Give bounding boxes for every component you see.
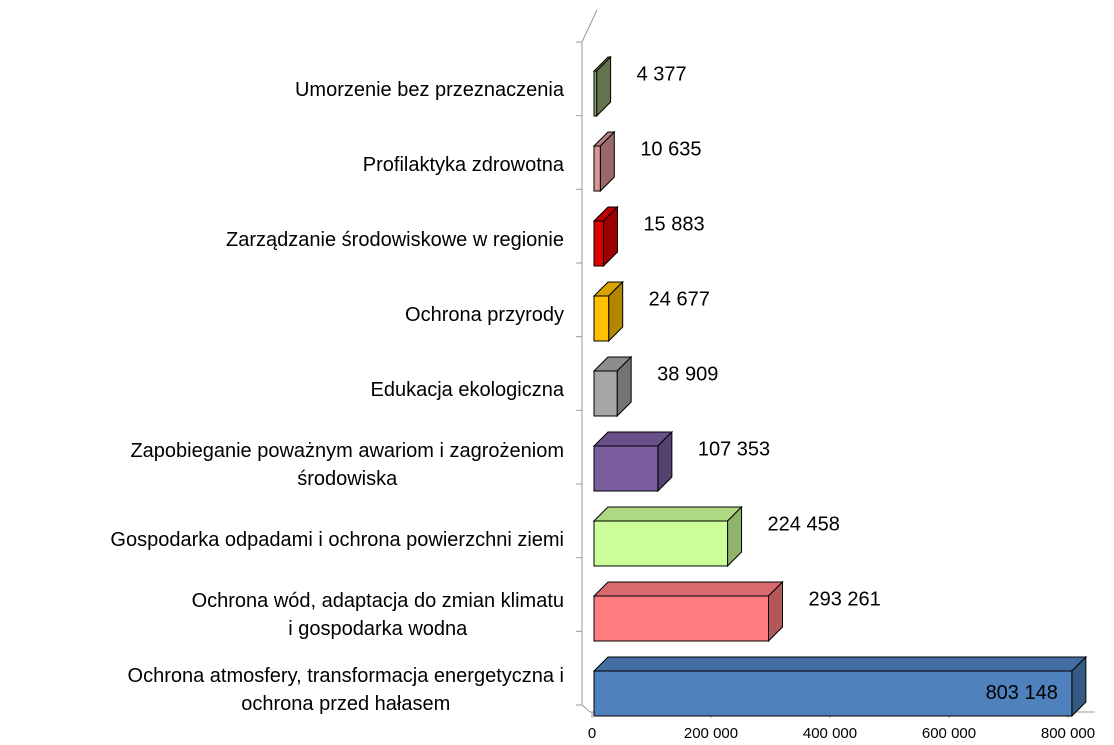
category-label: Gospodarka odpadami i ochrona powierzchn…	[110, 528, 564, 551]
category-label: Ochrona wód, adaptacja do zmian klimatu …	[191, 589, 564, 640]
x-tick-label: 0	[588, 725, 596, 742]
bar-top	[592, 506, 743, 522]
bar-front	[593, 445, 659, 492]
wall-line	[581, 704, 591, 713]
bar-front	[593, 595, 769, 642]
wall-line	[581, 9, 598, 43]
bar	[592, 355, 633, 418]
value-label: 107 353	[698, 438, 770, 460]
bar-front	[593, 520, 729, 567]
category-label: Umorzenie bez przeznaczenia	[294, 78, 564, 101]
x-tick-label: 400 000	[803, 725, 857, 742]
category-label: Ochrona atmosfery, transformacja energet…	[127, 664, 564, 715]
bar-top	[592, 581, 784, 597]
value-label: 224 458	[768, 513, 840, 535]
category-label: Zapobieganie poważnym awariom i zagrożen…	[130, 439, 564, 490]
bar-front	[593, 370, 618, 417]
x-tick-label: 600 000	[922, 725, 976, 742]
bar-front	[593, 70, 598, 117]
category-label: Zarządzanie środowiskowe w regionie	[226, 228, 564, 251]
value-label: 10 635	[640, 138, 701, 160]
bar-front	[593, 295, 610, 342]
bar	[592, 280, 624, 343]
value-label: 24 677	[649, 288, 710, 310]
bar	[592, 205, 619, 268]
bar	[592, 655, 1088, 718]
category-label: Edukacja ekologiczna	[370, 378, 564, 401]
bar-top	[592, 656, 1088, 672]
value-label: 293 261	[808, 588, 880, 610]
bar	[592, 55, 612, 118]
bar	[592, 580, 784, 643]
bar	[592, 130, 616, 193]
value-label: 4 377	[637, 63, 687, 85]
bar-front	[593, 145, 601, 192]
bar	[592, 430, 674, 493]
category-label: Ochrona przyrody	[405, 303, 564, 326]
bar	[592, 505, 743, 568]
x-tick-label: 200 000	[684, 725, 738, 742]
bar-front	[593, 670, 1073, 717]
x-tick-label: 800 000	[1041, 725, 1095, 742]
value-label: 803 148	[986, 682, 1058, 704]
value-label: 38 909	[657, 363, 718, 385]
bar-front	[593, 220, 604, 267]
value-label: 15 883	[643, 213, 704, 235]
category-label: Profilaktyka zdrowotna	[362, 153, 564, 176]
